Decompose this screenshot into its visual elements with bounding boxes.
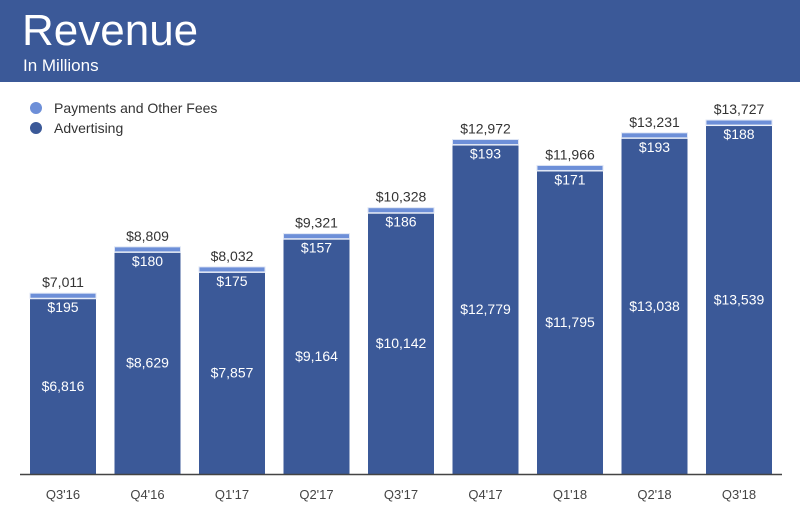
advertising-bar [368,213,434,474]
total-label: $12,972 [460,121,511,137]
payments-bar [452,139,519,146]
advertising-bar [621,138,688,474]
payments-label: $175 [216,273,247,289]
total-label: $13,727 [714,101,765,117]
payments-label: $195 [47,299,78,315]
x-tick-label: Q2'18 [637,487,671,502]
payments-label: $193 [470,146,501,162]
advertising-bar [706,126,772,475]
x-tick-label: Q3'18 [722,487,756,502]
payments-bar [367,207,435,214]
payments-label: $186 [385,214,416,230]
legend-label: Advertising [54,120,124,136]
total-label: $13,231 [629,114,680,130]
x-tick-label: Q1'18 [553,487,587,502]
advertising-bar [114,252,181,474]
payments-label: $180 [132,253,163,269]
payments-bar [29,292,97,299]
x-tick-label: Q4'17 [468,487,502,502]
payments-bar [536,164,604,171]
advertising-label: $6,816 [42,378,85,394]
advertising-label: $13,038 [629,298,680,314]
x-tick-label: Q3'17 [384,487,418,502]
payments-label: $171 [554,171,585,187]
advertising-bar [199,272,265,474]
x-tick-label: Q1'17 [215,487,249,502]
payments-bar [621,132,688,139]
legend-item-payments: Payments and Other Fees [30,98,217,118]
total-label: $9,321 [295,215,338,231]
x-tick-label: Q2'17 [299,487,333,502]
legend-label: Payments and Other Fees [54,100,218,116]
payments-dot-icon [30,102,42,114]
payments-bar [114,246,181,253]
payments-bar [283,233,350,240]
advertising-bar [283,239,350,474]
x-tick-label: Q4'16 [130,487,164,502]
payments-label: $188 [723,126,754,142]
chart-title: Revenue [22,6,199,55]
advertising-dot-icon [30,122,42,134]
payments-label: $157 [301,240,332,256]
payments-bar [198,266,266,273]
advertising-label: $11,795 [545,314,595,330]
legend: Payments and Other Fees Advertising [30,98,217,138]
advertising-label: $8,629 [126,355,169,371]
legend-item-advertising: Advertising [30,118,217,138]
header-banner: Revenue In Millions [0,0,800,82]
total-label: $11,966 [545,146,595,162]
advertising-bar [452,145,519,474]
total-label: $10,328 [376,189,427,205]
advertising-label: $7,857 [211,365,254,381]
chart-subtitle: In Millions [23,56,99,75]
advertising-label: $9,164 [295,348,338,364]
advertising-label: $12,779 [460,301,511,317]
total-label: $8,809 [126,228,169,244]
payments-label: $193 [639,139,670,155]
x-tick-label: Q3'16 [46,487,80,502]
advertising-bar [30,299,96,474]
advertising-label: $13,539 [714,291,765,307]
payments-bar [705,119,773,126]
total-label: $7,011 [42,274,84,290]
advertising-bar [537,171,603,475]
advertising-label: $10,142 [376,335,427,351]
total-label: $8,032 [211,248,254,264]
